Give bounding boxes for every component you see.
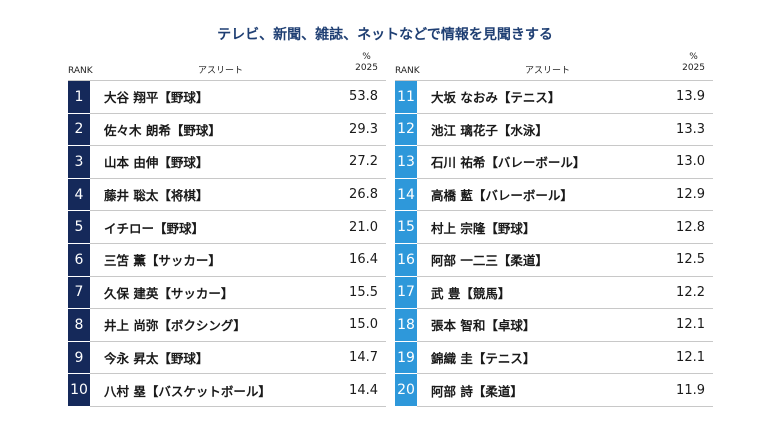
table-row: 1 大谷 翔平【野球】 53.8 <box>68 81 386 114</box>
percent-value: 26.8 <box>349 187 378 203</box>
athlete-name: 大坂 なおみ【テニス】 <box>431 90 561 106</box>
rank-cell: 4 <box>68 178 90 211</box>
percent-value: 53.8 <box>349 89 378 105</box>
year-label: 2025 <box>355 63 378 73</box>
athlete-name: 武 豊【競馬】 <box>431 285 511 301</box>
percent-value: 14.7 <box>349 350 378 366</box>
athlete-name: 佐々木 朗希【野球】 <box>104 122 221 138</box>
athlete-name: 高橋 藍【バレーボール】 <box>431 188 573 204</box>
athlete-name: 今永 昇太【野球】 <box>104 351 209 367</box>
table-row: 10 八村 塁【バスケットボール】 14.4 <box>68 374 386 407</box>
year-label: 2025 <box>682 63 705 73</box>
rank-cell: 13 <box>395 146 417 178</box>
rank-cell: 11 <box>395 81 417 113</box>
percent-value: 12.1 <box>676 317 705 333</box>
table-row: 3 山本 由伸【野球】 27.2 <box>68 146 386 179</box>
athlete-name: 久保 建英【サッカー】 <box>104 285 234 301</box>
table-row: 13 石川 祐希【バレーボール】 13.0 <box>395 146 713 179</box>
athlete-name: 村上 宗隆【野球】 <box>431 220 536 236</box>
rank-cell: 12 <box>395 113 417 146</box>
percent-value: 12.2 <box>676 284 705 300</box>
table-row: 14 高橋 藍【バレーボール】 12.9 <box>395 178 713 212</box>
rank-cell: 1 <box>68 81 90 113</box>
percent-value: 12.8 <box>676 219 705 235</box>
table-row: 12 池江 璃花子【水泳】 13.3 <box>395 113 713 147</box>
athlete-name: 山本 由伸【野球】 <box>104 155 209 171</box>
athlete-name: 三笘 薫【サッカー】 <box>104 253 221 269</box>
percent-value: 15.0 <box>349 317 378 333</box>
athlete-name: 阿部 詩【柔道】 <box>431 383 523 399</box>
athlete-name: 張本 智和【卓球】 <box>431 318 536 334</box>
table-row: 9 今永 昇太【野球】 14.7 <box>68 341 386 375</box>
table-row: 8 井上 尚弥【ボクシング】 15.0 <box>68 309 386 342</box>
table-row: 2 佐々木 朗希【野球】 29.3 <box>68 113 386 147</box>
athlete-name: 錦織 圭【テニス】 <box>431 351 536 367</box>
rank-cell: 8 <box>68 309 90 341</box>
table-row: 5 イチロー【野球】 21.0 <box>68 211 386 244</box>
athlete-name: 池江 璃花子【水泳】 <box>431 122 548 138</box>
table-row: 18 張本 智和【卓球】 12.1 <box>395 309 713 342</box>
athlete-name: 藤井 聡太【将棋】 <box>104 188 209 204</box>
percent-value: 12.9 <box>676 187 705 203</box>
ranking-panel-right: RANK アスリート % 2025 11 大坂 なおみ【テニス】 13.9 12 池江 … <box>395 52 713 407</box>
rank-cell: 5 <box>68 211 90 243</box>
rank-cell: 14 <box>395 178 417 211</box>
percent-value: 15.5 <box>349 284 378 300</box>
table-row: 20 阿部 詩【柔道】 11.9 <box>395 374 713 407</box>
athlete-name: 井上 尚弥【ボクシング】 <box>104 318 246 334</box>
athlete-header: アスリート <box>525 66 571 76</box>
athlete-name: イチロー【野球】 <box>104 220 205 236</box>
percent-value: 12.1 <box>676 350 705 366</box>
percent-header: % 2025 <box>355 52 378 74</box>
percent-value: 13.9 <box>676 89 705 105</box>
table-row: 4 藤井 聡太【将棋】 26.8 <box>68 178 386 212</box>
table-row: 7 久保 建英【サッカー】 15.5 <box>68 276 386 310</box>
percent-value: 29.3 <box>349 121 378 137</box>
rank-header: RANK <box>395 66 420 76</box>
rank-cell: 19 <box>395 341 417 374</box>
table-row: 11 大坂 なおみ【テニス】 13.9 <box>395 81 713 114</box>
rank-cell: 10 <box>68 374 90 406</box>
table-header: RANK アスリート % 2025 <box>68 52 386 80</box>
percent-value: 21.0 <box>349 219 378 235</box>
percent-value: 11.9 <box>676 382 705 398</box>
percent-unit: % <box>689 52 698 62</box>
percent-value: 12.5 <box>676 252 705 268</box>
percent-value: 27.2 <box>349 154 378 170</box>
athlete-name: 石川 祐希【バレーボール】 <box>431 155 586 171</box>
percent-header: % 2025 <box>682 52 705 74</box>
rank-cell: 6 <box>68 243 90 276</box>
table-row: 6 三笘 薫【サッカー】 16.4 <box>68 243 386 277</box>
athlete-name: 八村 塁【バスケットボール】 <box>104 383 271 399</box>
rank-cell: 16 <box>395 243 417 276</box>
table-header: RANK アスリート % 2025 <box>395 52 713 80</box>
rank-cell: 3 <box>68 146 90 178</box>
athlete-name: 大谷 翔平【野球】 <box>104 90 209 106</box>
percent-value: 13.3 <box>676 121 705 137</box>
percent-value: 16.4 <box>349 252 378 268</box>
table-row: 15 村上 宗隆【野球】 12.8 <box>395 211 713 244</box>
athlete-header: アスリート <box>198 66 244 76</box>
athlete-name: 阿部 一二三【柔道】 <box>431 253 548 269</box>
rank-cell: 17 <box>395 276 417 309</box>
percent-unit: % <box>362 52 371 62</box>
rank-cell: 9 <box>68 341 90 374</box>
ranking-panel-left: RANK アスリート % 2025 1 大谷 翔平【野球】 53.8 2 佐々木 朗希【… <box>68 52 386 407</box>
table-rows: 11 大坂 なおみ【テニス】 13.9 12 池江 璃花子【水泳】 13.3 13 石川 祐希… <box>395 80 713 407</box>
rank-cell: 18 <box>395 309 417 341</box>
rank-cell: 7 <box>68 276 90 309</box>
percent-value: 13.0 <box>676 154 705 170</box>
rank-cell: 2 <box>68 113 90 146</box>
rank-cell: 15 <box>395 211 417 243</box>
table-row: 17 武 豊【競馬】 12.2 <box>395 276 713 310</box>
percent-value: 14.4 <box>349 382 378 398</box>
table-row: 16 阿部 一二三【柔道】 12.5 <box>395 243 713 277</box>
rank-cell: 20 <box>395 374 417 406</box>
table-rows: 1 大谷 翔平【野球】 53.8 2 佐々木 朗希【野球】 29.3 3 山本 由伸【野球】 2… <box>68 80 386 407</box>
table-row: 19 錦織 圭【テニス】 12.1 <box>395 341 713 375</box>
rank-header: RANK <box>68 66 93 76</box>
chart-title: テレビ、新聞、雑誌、ネットなどで情報を見聞きする <box>217 27 553 43</box>
